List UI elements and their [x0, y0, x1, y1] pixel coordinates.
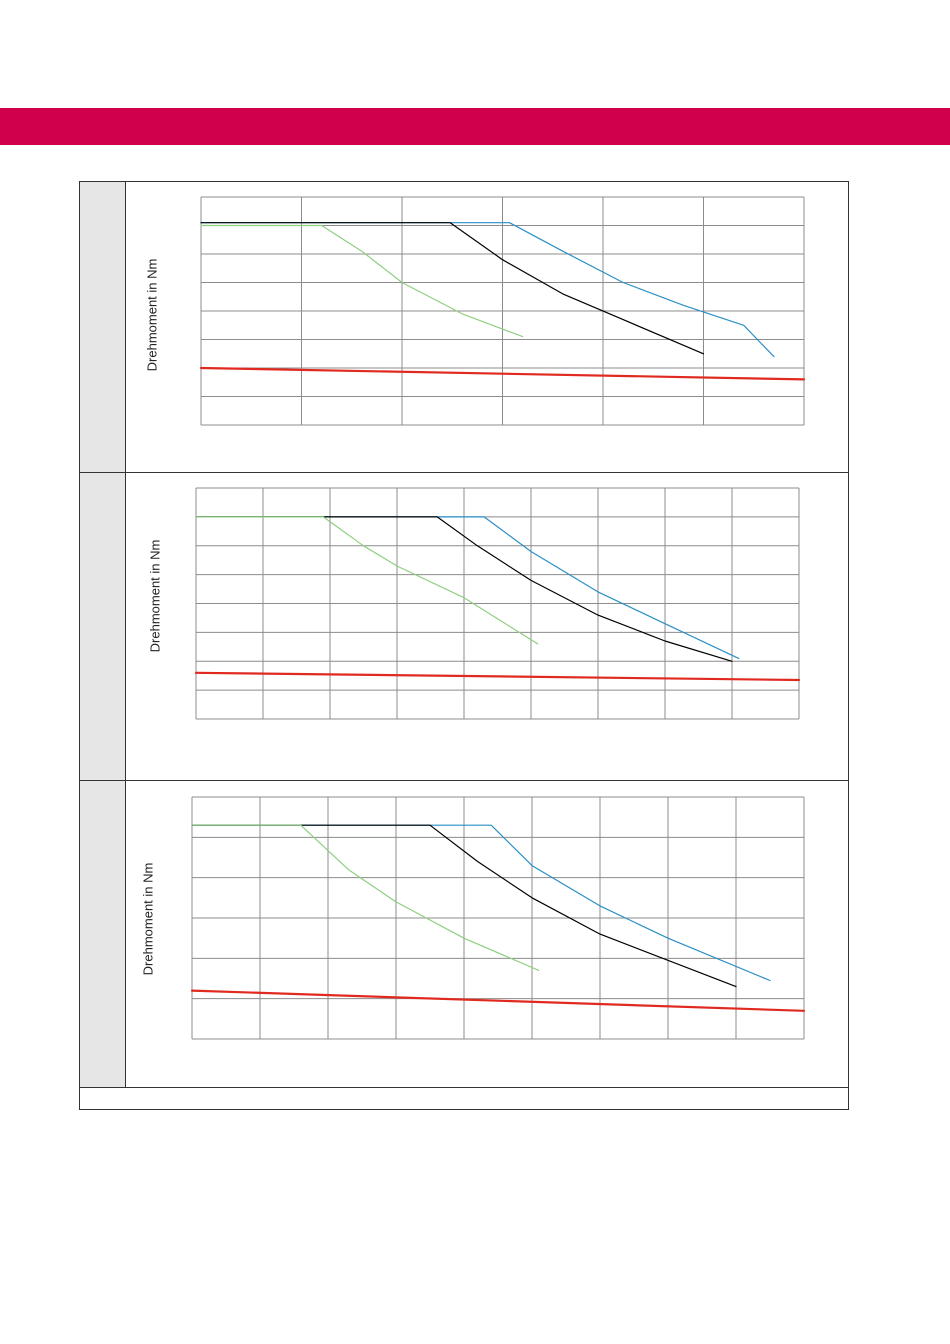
- chart-table: Drehmoment in Nm Drehmoment in Nm Drehmo…: [79, 181, 849, 1110]
- header-band: [0, 108, 950, 145]
- series-line-2: [195, 516, 733, 662]
- chart-panel-1: Drehmoment in Nm: [80, 182, 848, 473]
- panel-side-cell: [80, 781, 126, 1087]
- y-axis-label: Drehmoment in Nm: [140, 862, 156, 976]
- chart-panel-3: Drehmoment in Nm: [80, 781, 848, 1088]
- series-line-2: [191, 824, 737, 988]
- series-line-4: [194, 671, 801, 682]
- series-line-2: [200, 222, 705, 355]
- series-line-4: [190, 989, 806, 1012]
- y-axis-label: Drehmoment in Nm: [144, 258, 160, 372]
- chart-2: [194, 487, 801, 720]
- chart-panel-2: Drehmoment in Nm: [80, 473, 848, 781]
- series-line-3: [200, 224, 524, 338]
- series-line-3: [191, 824, 540, 971]
- y-axis-label: Drehmoment in Nm: [147, 539, 163, 653]
- table-footer-row: [80, 1088, 848, 1109]
- series-line-3: [195, 516, 539, 645]
- series-line-1: [191, 824, 771, 982]
- chart-1: [199, 196, 806, 426]
- series-line-1: [200, 222, 775, 358]
- panel-side-cell: [80, 473, 126, 780]
- series-line-4: [199, 366, 806, 381]
- chart-3: [190, 796, 806, 1040]
- panel-side-cell: [80, 182, 126, 472]
